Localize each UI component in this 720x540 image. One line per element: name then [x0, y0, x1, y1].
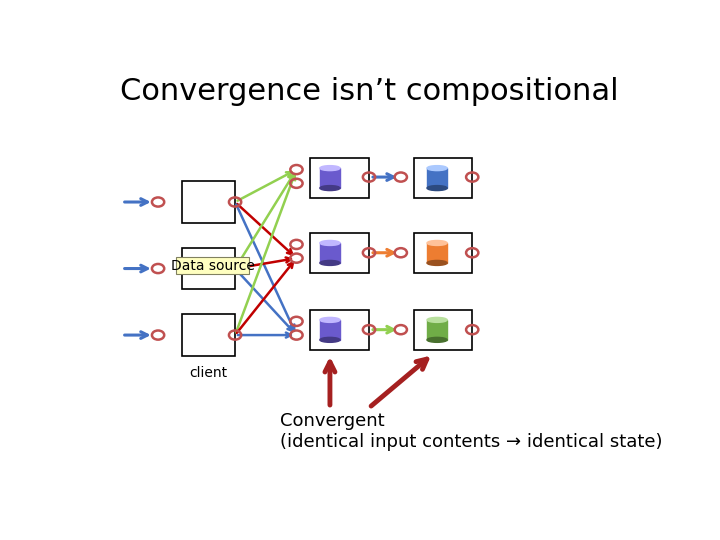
Bar — [176, 258, 249, 274]
Ellipse shape — [320, 260, 340, 266]
Ellipse shape — [320, 166, 340, 171]
Bar — [310, 310, 369, 349]
Bar — [182, 181, 235, 223]
Bar — [310, 233, 369, 273]
Text: Convergence isn’t compositional: Convergence isn’t compositional — [120, 77, 618, 106]
Bar — [413, 158, 472, 198]
Ellipse shape — [427, 338, 447, 342]
Bar — [427, 243, 447, 263]
Bar — [182, 314, 235, 356]
Text: Data source: Data source — [171, 259, 255, 273]
Ellipse shape — [427, 260, 447, 266]
Ellipse shape — [320, 338, 340, 342]
Bar — [182, 248, 235, 289]
Ellipse shape — [427, 318, 447, 322]
Ellipse shape — [427, 240, 447, 246]
Bar — [320, 243, 340, 263]
Ellipse shape — [427, 186, 447, 191]
Bar — [413, 310, 472, 349]
Ellipse shape — [427, 166, 447, 171]
Bar — [320, 168, 340, 188]
Ellipse shape — [320, 186, 340, 191]
Ellipse shape — [320, 240, 340, 246]
Text: Convergent
(identical input contents → identical state): Convergent (identical input contents → i… — [280, 412, 662, 451]
Bar — [310, 158, 369, 198]
Bar — [427, 168, 447, 188]
Bar — [320, 320, 340, 340]
Text: client: client — [189, 366, 228, 380]
Bar — [427, 320, 447, 340]
Bar — [413, 233, 472, 273]
Ellipse shape — [320, 318, 340, 322]
